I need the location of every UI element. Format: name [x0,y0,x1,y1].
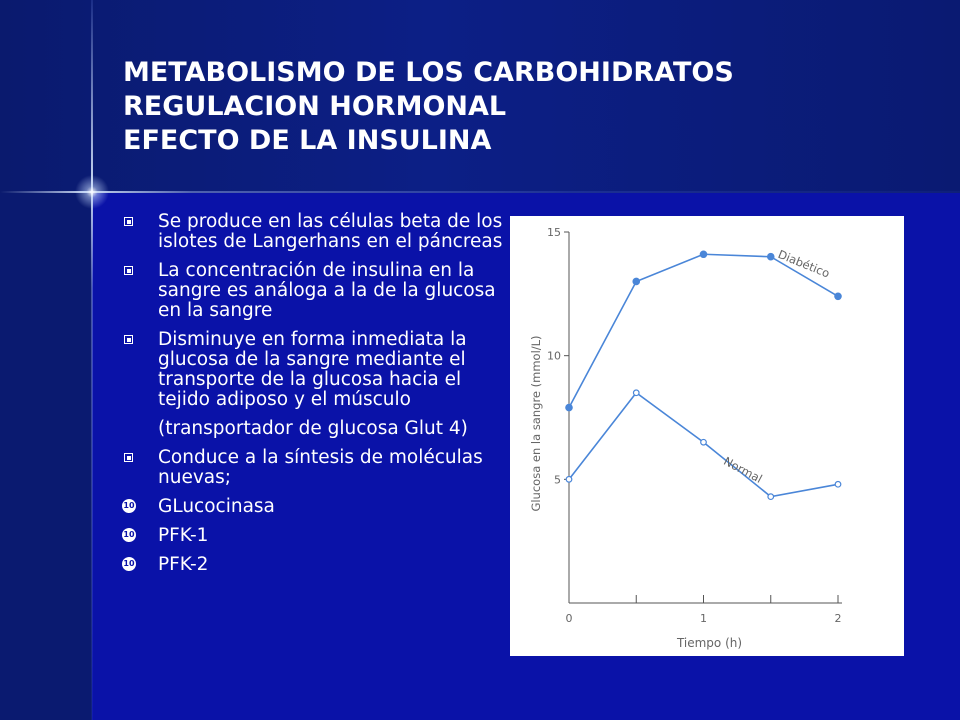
circled-number-icon: 10 [122,528,136,542]
x-tick-label: 0 [566,612,573,625]
horizontal-light-line [0,191,960,193]
data-point [834,292,842,301]
y-tick-label: 10 [547,350,561,363]
data-point [565,475,573,483]
title-band [0,0,960,193]
axis-ticks: 5 10 15 0 1 2 [547,226,842,625]
square-bullet-icon [124,217,133,226]
title-line-2: REGULACION HORMONAL [123,91,507,122]
bullet-text: Se produce en las células beta de los is… [158,211,503,252]
left-band [0,193,92,720]
square-bullet-icon [124,453,133,462]
title-line-3: EFECTO DE LA INSULINA [123,125,492,156]
data-point [632,389,640,397]
series-line-1 [568,253,839,408]
data-point [632,277,641,286]
bullet-item: La concentración de insulina en la sangr… [122,261,512,321]
vertical-light-line [91,0,93,720]
data-point [565,403,573,412]
y-tick-label: 15 [547,226,561,239]
enzyme-item: 10 GLucocinasa [122,497,512,517]
enzyme-text: GLucocinasa [158,496,275,517]
paren-note: (transportador de glucosa Glut 4) [158,418,468,439]
series-label: Normal [721,454,764,486]
data-point [700,438,707,446]
lens-flare [72,172,112,212]
glucose-chart: 5 10 15 0 1 2 Diabético Normal Tiempo (h) Gluc… [510,216,904,656]
data-point [699,250,708,259]
bullet-text: La concentración de insulina en la sangr… [158,260,496,321]
enzyme-item: 10 PFK-2 [122,555,512,575]
enzyme-item: 10 PFK-1 [122,526,512,546]
square-bullet-icon [124,335,133,344]
bullet-item: Conduce a la síntesis de moléculas nueva… [122,448,512,488]
data-point [767,493,775,501]
enzyme-text: PFK-1 [158,525,209,546]
slide-title: METABOLISMO DE LOS CARBOHIDRATOS REGULAC… [123,56,923,158]
bullet-item: Se produce en las células beta de los is… [122,212,512,252]
y-tick-label: 5 [554,473,561,486]
bullet-list: Se produce en las células beta de los is… [122,212,512,584]
x-tick-label: 1 [700,612,707,625]
y-axis-label: Glucosa en la sangre (mmol/L) [529,335,543,511]
x-axis-label: Tiempo (h) [676,636,742,650]
enzyme-text: PFK-2 [158,554,209,575]
data-point [766,252,775,261]
bullet-text: Disminuye en forma inmediata la glucosa … [158,329,467,410]
circled-number-icon: 10 [122,557,136,571]
data-point [834,480,842,488]
title-line-1: METABOLISMO DE LOS CARBOHIDRATOS [123,57,734,88]
square-bullet-icon [124,266,133,275]
circled-number-icon: 10 [122,499,136,513]
bullet-text: Conduce a la síntesis de moléculas nueva… [158,447,483,488]
bullet-item: Disminuye en forma inmediata la glucosa … [122,330,512,410]
x-tick-label: 2 [835,612,842,625]
